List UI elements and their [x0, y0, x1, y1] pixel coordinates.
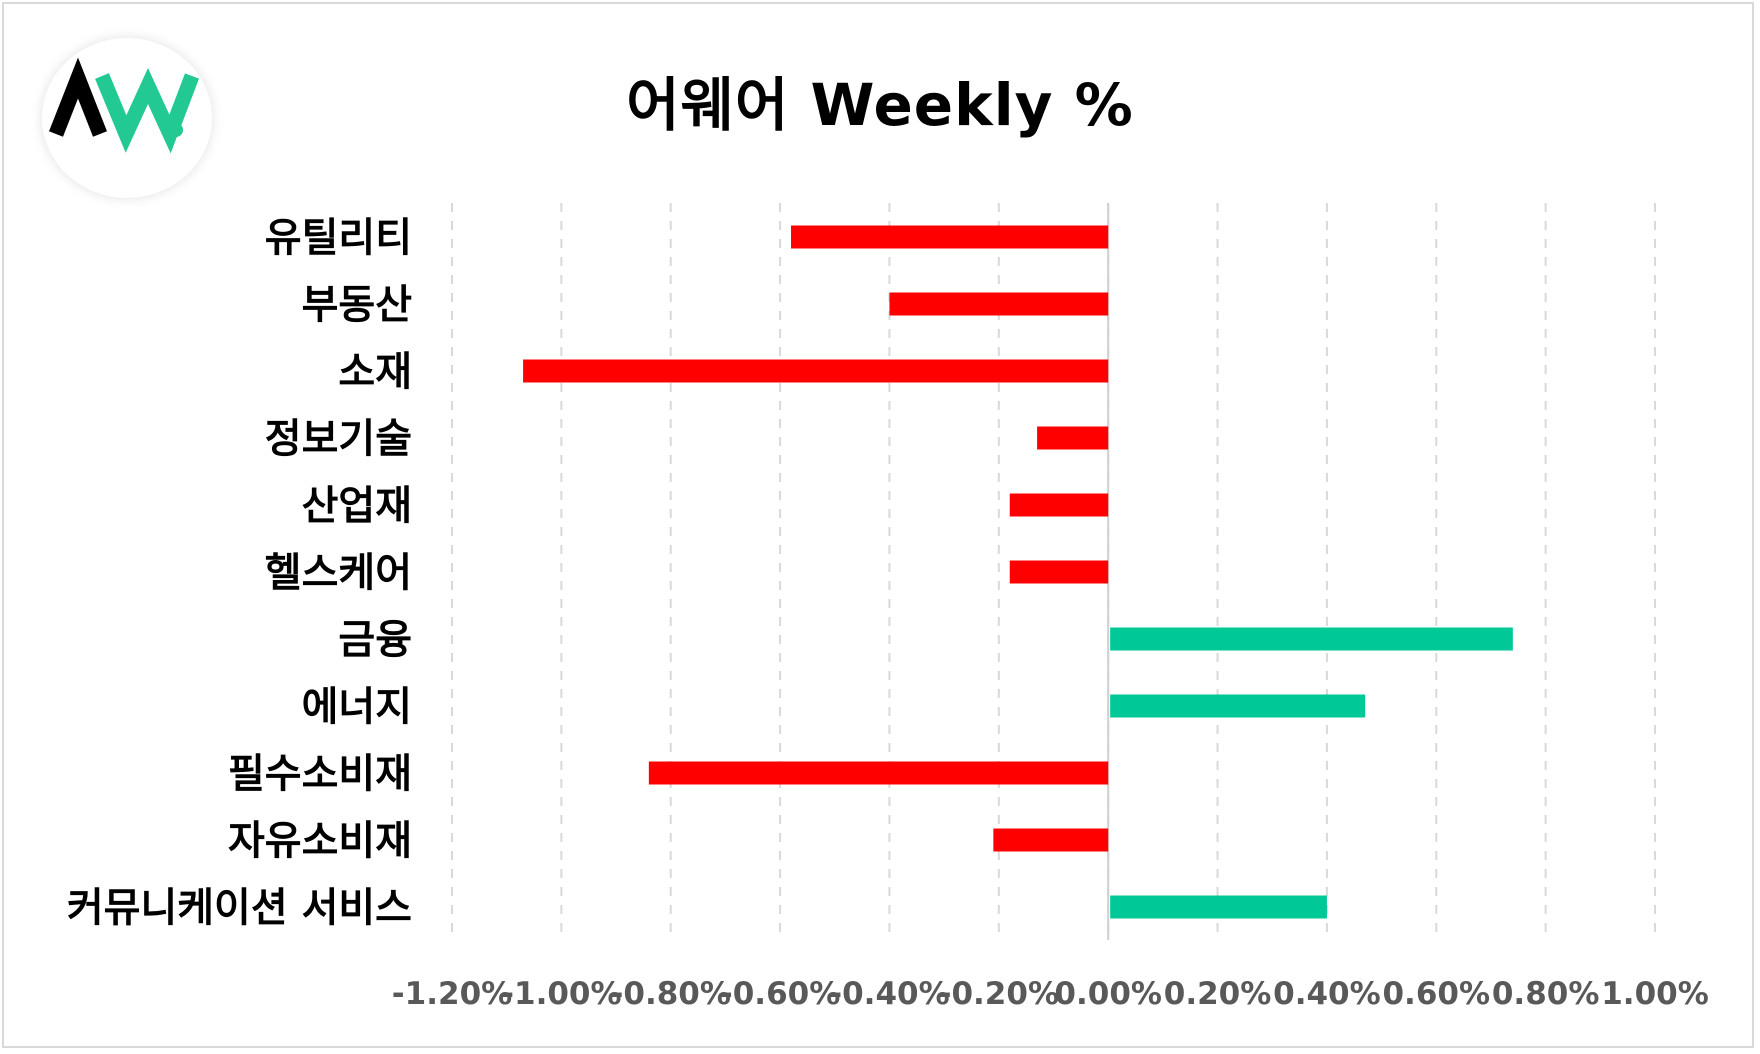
x-tick-label: -0.40% — [829, 976, 949, 1012]
x-tick-label: 0.40% — [1273, 976, 1381, 1012]
bar — [993, 828, 1109, 852]
x-tick-label: -0.80% — [611, 976, 731, 1012]
bar — [1110, 627, 1513, 651]
bar — [889, 292, 1109, 316]
x-tick-label: 0.80% — [1492, 976, 1600, 1012]
x-tick-label: 1.00% — [1601, 976, 1709, 1012]
bar — [1009, 560, 1109, 584]
bar — [523, 359, 1109, 383]
category-label: 자유소비재 — [228, 818, 412, 864]
x-tick-label: 0.00% — [1054, 976, 1162, 1012]
category-label: 에너지 — [302, 684, 412, 730]
bar — [648, 761, 1109, 785]
aw-logo — [42, 38, 212, 198]
x-tick-label: -1.00% — [501, 976, 621, 1012]
bar — [1110, 895, 1327, 919]
x-tick-label: -0.60% — [720, 976, 840, 1012]
category-label: 헬스케어 — [265, 550, 412, 596]
bar — [1110, 694, 1366, 718]
category-label: 소재 — [338, 349, 412, 395]
category-label: 산업재 — [302, 483, 412, 529]
category-label: 정보기술 — [265, 416, 412, 462]
bar — [1009, 493, 1109, 517]
x-tick-label: -0.20% — [939, 976, 1059, 1012]
chart-title: 어웨어 Weekly % — [626, 71, 1134, 139]
x-tick-label: 0.20% — [1164, 976, 1272, 1012]
aw-logo-icon — [49, 57, 200, 154]
x-tick-label: -1.20% — [392, 976, 512, 1012]
category-label: 필수소비재 — [228, 751, 412, 797]
category-label: 커뮤니케이션 서비스 — [67, 885, 412, 931]
category-label: 부동산 — [302, 282, 413, 328]
category-label: 유틸리티 — [265, 215, 412, 261]
bar — [791, 225, 1109, 249]
category-label: 금융 — [338, 617, 412, 663]
bar — [1037, 426, 1109, 450]
x-tick-label: 0.60% — [1382, 976, 1490, 1012]
